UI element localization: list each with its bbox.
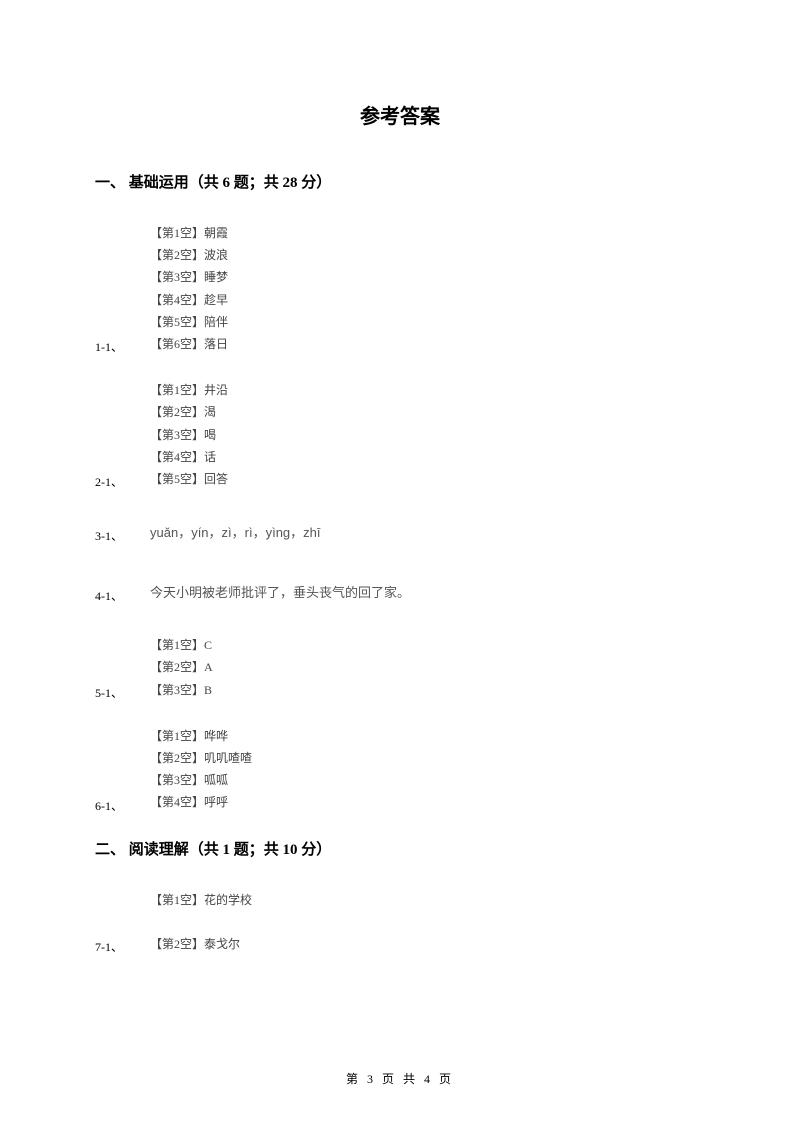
answer-text: 【第2空】A [150, 656, 705, 678]
page-footer: 第 3 页 共 4 页 [0, 1070, 800, 1087]
answer-text: 【第2空】叽叽喳喳 [150, 747, 705, 769]
answer-text: 【第6空】落日 [150, 333, 705, 355]
answer-text: 【第2空】泰戈尔 [150, 933, 705, 955]
question-label: 6-1、 [95, 797, 123, 814]
answer-text: 【第2空】波浪 [150, 244, 705, 266]
question-label: 4-1、 [95, 587, 123, 604]
answer-text: 【第5空】陪伴 [150, 311, 705, 333]
answer-text: 【第1空】朝霞 [150, 222, 705, 244]
answer-text: 【第5空】回答 [150, 468, 705, 490]
answer-text: 【第4空】呼呼 [150, 791, 705, 813]
question-label: 7-1、 [95, 938, 123, 955]
section-1: 一、 基础运用（共 6 题；共 28 分） 【第1空】朝霞 【第2空】波浪 【第… [95, 171, 705, 814]
question-4-1: 今天小明被老师批评了，垂头丧气的回了家。 4-1、 [95, 574, 705, 604]
answer-text: yuǎn，yín，zì，rì，yìng，zhī [150, 522, 705, 544]
question-label: 5-1、 [95, 684, 123, 701]
question-label: 3-1、 [95, 527, 123, 544]
question-5-1: 【第1空】C 【第2空】A 【第3空】B 5-1、 [95, 634, 705, 701]
question-7-1: 【第1空】花的学校 【第2空】泰戈尔 7-1、 [95, 889, 705, 956]
page-title: 参考答案 [95, 100, 705, 129]
question-label: 2-1、 [95, 473, 123, 490]
answer-text: 【第1空】井沿 [150, 379, 705, 401]
question-2-1: 【第1空】井沿 【第2空】渴 【第3空】喝 【第4空】话 【第5空】回答 2-1… [95, 379, 705, 490]
section-1-header: 一、 基础运用（共 6 题；共 28 分） [95, 171, 705, 192]
answer-text: 今天小明被老师批评了，垂头丧气的回了家。 [150, 582, 705, 604]
answer-text: 【第3空】睡梦 [150, 266, 705, 288]
answer-text: 【第3空】喝 [150, 424, 705, 446]
answer-text: 【第4空】趁早 [150, 289, 705, 311]
section-2-header: 二、 阅读理解（共 1 题；共 10 分） [95, 838, 705, 859]
question-1-1: 【第1空】朝霞 【第2空】波浪 【第3空】睡梦 【第4空】趁早 【第5空】陪伴 … [95, 222, 705, 355]
answer-text [150, 911, 705, 933]
answer-text: 【第3空】呱呱 [150, 769, 705, 791]
question-6-1: 【第1空】哗哗 【第2空】叽叽喳喳 【第3空】呱呱 【第4空】呼呼 6-1、 [95, 725, 705, 814]
answer-text: 【第2空】渴 [150, 401, 705, 423]
answer-text: 【第1空】C [150, 634, 705, 656]
answer-text: 【第1空】哗哗 [150, 725, 705, 747]
question-3-1: yuǎn，yín，zì，rì，yìng，zhī 3-1、 [95, 514, 705, 544]
answer-text: 【第1空】花的学校 [150, 889, 705, 911]
answer-text: 【第4空】话 [150, 446, 705, 468]
answer-text: 【第3空】B [150, 679, 705, 701]
section-2: 二、 阅读理解（共 1 题；共 10 分） 【第1空】花的学校 【第2空】泰戈尔… [95, 838, 705, 956]
question-label: 1-1、 [95, 338, 123, 355]
